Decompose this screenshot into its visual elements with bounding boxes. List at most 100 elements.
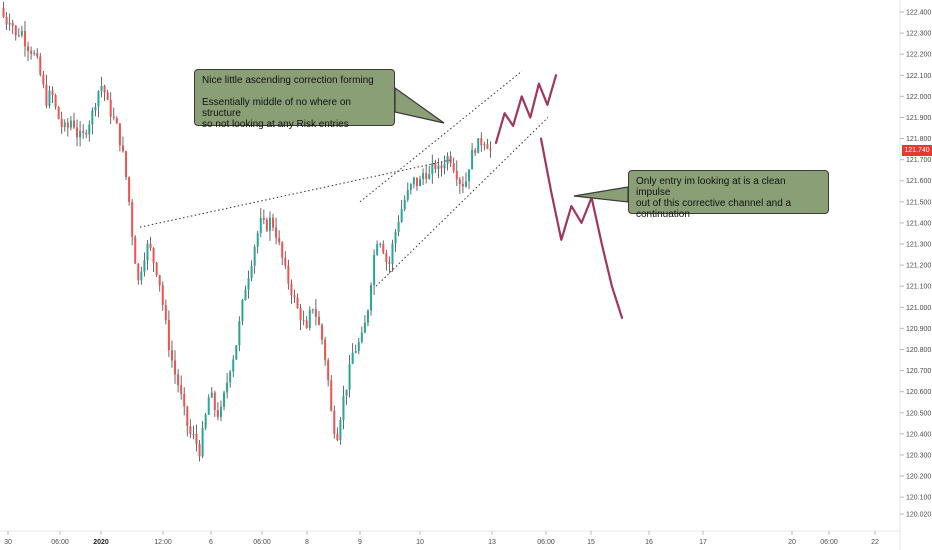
candle-down <box>39 56 42 75</box>
candle-down <box>317 316 320 325</box>
time-tick-label: 06:00 <box>253 539 271 546</box>
callout-pointers <box>394 86 629 203</box>
candle-down <box>480 138 483 146</box>
candle-up <box>143 260 146 272</box>
candle-down <box>27 46 30 51</box>
candle-down <box>293 295 296 298</box>
time-tick-label: 10 <box>416 539 424 546</box>
price-tick-label: 121.600 <box>906 178 931 185</box>
price-tick-label: 120.400 <box>906 431 931 438</box>
price-tick-label: 121.900 <box>906 115 931 122</box>
price-axis[interactable]: 122.400 122.300 122.200 122.100 122.000 121.9… <box>900 10 931 519</box>
time-tick-label: 06:00 <box>51 539 69 546</box>
candle-down <box>192 433 195 435</box>
time-tick-label: 8 <box>305 539 309 546</box>
candle-down <box>121 145 124 152</box>
candle-up <box>360 332 363 342</box>
candle-down <box>66 122 69 128</box>
candle-up <box>238 321 241 346</box>
candle-up <box>229 371 232 383</box>
time-tick-label: 22 <box>871 539 879 546</box>
candle-down <box>333 410 336 434</box>
candle-down <box>128 177 131 202</box>
channel-lower-line <box>375 117 549 287</box>
candle-down <box>275 227 278 238</box>
candle-up <box>97 91 100 107</box>
candle-down <box>330 380 333 411</box>
candle-down <box>14 25 17 36</box>
price-tick-label: 120.900 <box>906 326 931 333</box>
price-tick-label: 121.500 <box>906 199 931 206</box>
candle-down <box>137 263 140 281</box>
candle-up <box>483 144 486 146</box>
candle-down <box>11 22 14 26</box>
price-tick-label: 120.200 <box>906 474 931 481</box>
candle-down <box>131 201 134 237</box>
rising-support-line <box>139 159 453 228</box>
candle-down <box>60 118 63 128</box>
candle-up <box>210 392 213 398</box>
candle-down <box>474 149 477 154</box>
candle-down <box>489 148 492 151</box>
price-tick-label: 120.800 <box>906 347 931 354</box>
candle-up <box>94 106 97 111</box>
candle-down <box>42 74 45 85</box>
candle-up <box>204 414 207 429</box>
candle-up <box>428 173 431 179</box>
price-tick-label: 121.400 <box>906 220 931 227</box>
candle-down <box>388 261 391 264</box>
candle-down <box>265 219 268 231</box>
candle-down <box>5 16 8 25</box>
time-tick-label: 9 <box>358 539 362 546</box>
candle-up <box>140 271 143 281</box>
price-tick-label: 122.200 <box>906 52 931 59</box>
candle-up <box>357 341 360 352</box>
candle-down <box>45 84 48 106</box>
candle-down <box>103 85 106 93</box>
price-tick-label: 120.300 <box>906 452 931 459</box>
price-tick-label: 120.020 <box>906 512 931 519</box>
projection-down-path <box>539 137 624 319</box>
annotation-entry-plan[interactable]: Only entry im looking at is a clean impu… <box>628 170 829 220</box>
last-price-label: 121.740 <box>902 145 932 156</box>
candle-up <box>63 122 66 128</box>
candle-down <box>106 92 109 100</box>
candle-up <box>88 124 91 135</box>
candle-down <box>415 177 418 187</box>
candle-up <box>373 254 376 286</box>
candle-down <box>336 433 339 441</box>
candle-down <box>486 144 489 149</box>
candle-up <box>308 309 311 328</box>
candle-down <box>434 163 437 169</box>
candle-down <box>186 406 189 427</box>
time-tick-label: 6 <box>209 539 213 546</box>
callout-pointer <box>573 186 629 203</box>
candle-down <box>262 218 265 220</box>
candle-down <box>174 360 177 375</box>
candle-up <box>403 199 406 210</box>
candle-up <box>250 266 253 279</box>
candle-up <box>370 285 373 311</box>
annotation-ascending-correction[interactable]: Nice little ascending correction forming… <box>194 69 395 130</box>
candle-up <box>342 395 345 421</box>
candle-up <box>468 169 471 182</box>
time-tick-label: 16 <box>645 539 653 546</box>
candle-down <box>382 243 385 254</box>
candle-down <box>299 308 302 321</box>
candle-up <box>339 420 342 441</box>
candle-down <box>284 257 287 266</box>
candle-up <box>477 138 480 154</box>
candle-down <box>216 409 219 417</box>
candle-up <box>91 110 94 125</box>
candle-down <box>195 434 198 444</box>
candle-down <box>149 243 152 249</box>
candle-up <box>351 352 354 364</box>
candle-down <box>385 253 388 262</box>
price-tick-label: 121.000 <box>906 305 931 312</box>
candle-down <box>30 50 33 54</box>
candle-down <box>170 350 173 361</box>
projection-drawings <box>494 74 624 319</box>
time-axis[interactable]: 30 06:00 2020 12:00 6 06:00 8 9 10 13 06:00 15 16 17 2… <box>4 531 879 546</box>
candle-up <box>464 181 467 187</box>
